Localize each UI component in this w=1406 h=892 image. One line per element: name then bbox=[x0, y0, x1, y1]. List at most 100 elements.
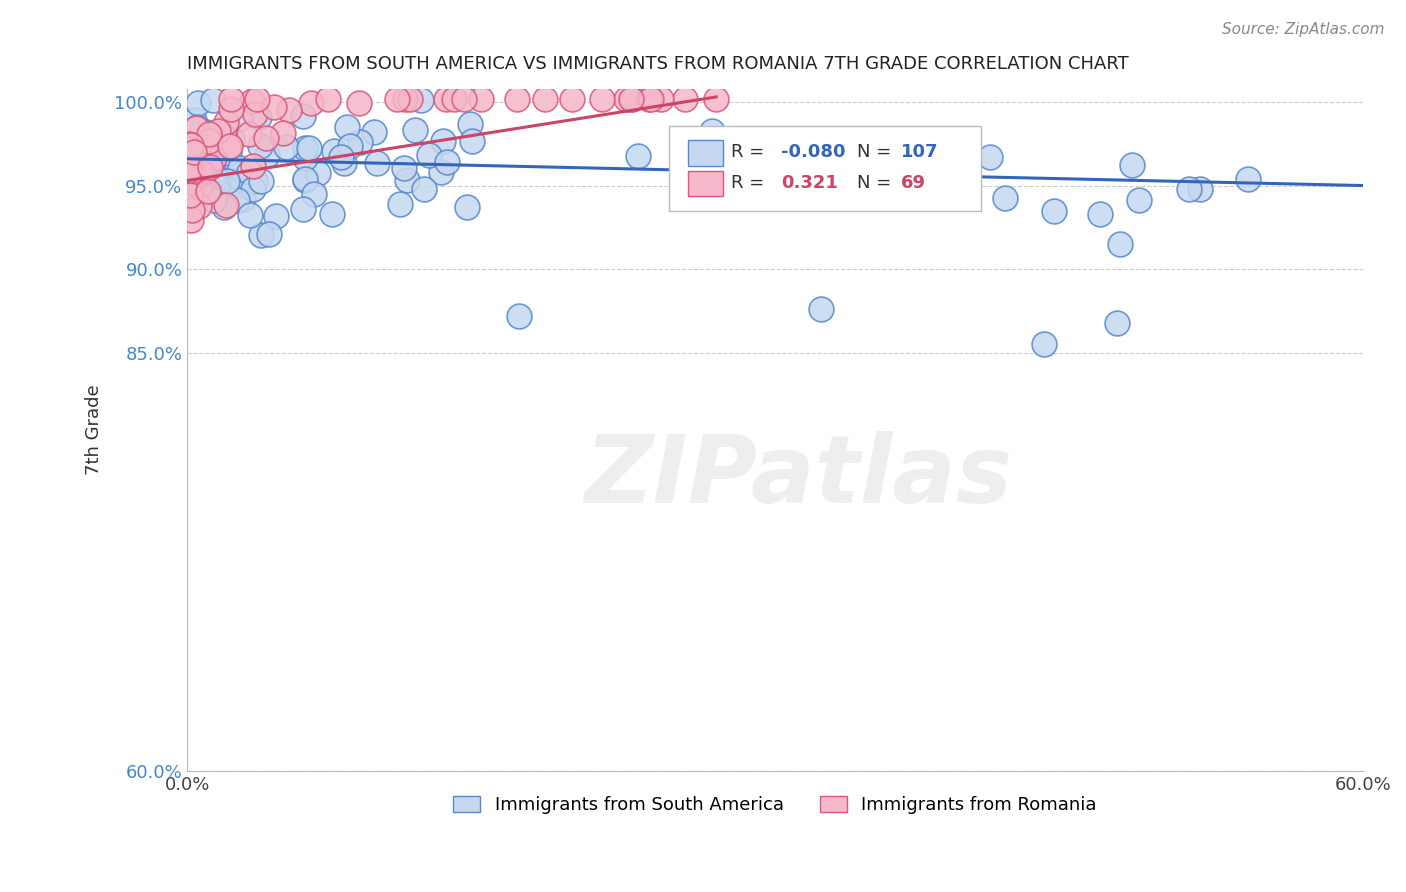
Point bbox=[245, 174, 267, 188]
Point bbox=[205, 170, 228, 185]
Point bbox=[1121, 158, 1143, 172]
Point bbox=[204, 153, 226, 167]
Point bbox=[202, 93, 225, 107]
Point bbox=[263, 100, 285, 114]
Point bbox=[198, 160, 221, 174]
Text: -0.080: -0.080 bbox=[780, 143, 845, 161]
Point bbox=[207, 192, 229, 206]
Point bbox=[193, 153, 215, 167]
Point bbox=[392, 161, 415, 175]
Point bbox=[766, 178, 789, 192]
Point bbox=[461, 134, 484, 148]
Point bbox=[614, 92, 637, 106]
Point bbox=[254, 131, 277, 145]
Text: R =: R = bbox=[731, 143, 770, 161]
Point bbox=[183, 145, 205, 160]
Point bbox=[432, 134, 454, 148]
Point bbox=[249, 139, 271, 153]
Point bbox=[215, 174, 238, 188]
Point bbox=[238, 128, 260, 142]
Point bbox=[198, 134, 221, 148]
Point bbox=[179, 175, 201, 189]
Point bbox=[181, 151, 204, 165]
Point bbox=[180, 189, 202, 203]
Point bbox=[316, 92, 339, 106]
Point bbox=[307, 166, 329, 180]
Text: Source: ZipAtlas.com: Source: ZipAtlas.com bbox=[1222, 22, 1385, 37]
Point bbox=[198, 127, 221, 141]
Point bbox=[506, 92, 529, 106]
Point bbox=[231, 172, 253, 186]
Point bbox=[180, 147, 202, 161]
Point bbox=[323, 145, 346, 159]
Point bbox=[453, 92, 475, 106]
Point bbox=[191, 166, 214, 180]
Point bbox=[186, 120, 208, 134]
Point bbox=[184, 120, 207, 135]
Point bbox=[208, 161, 231, 175]
Point bbox=[294, 172, 316, 186]
Point bbox=[179, 163, 201, 178]
Point bbox=[200, 151, 222, 165]
FancyBboxPatch shape bbox=[688, 140, 723, 166]
Point bbox=[294, 151, 316, 165]
Point bbox=[209, 147, 232, 161]
Point bbox=[197, 183, 219, 197]
Point bbox=[276, 139, 298, 153]
Point bbox=[704, 92, 727, 106]
Point bbox=[243, 107, 266, 121]
Point bbox=[187, 139, 209, 153]
Text: 107: 107 bbox=[901, 143, 938, 161]
Point bbox=[239, 208, 262, 222]
Text: ZIPatlas: ZIPatlas bbox=[585, 432, 1012, 524]
Point bbox=[188, 139, 211, 153]
Point bbox=[250, 228, 273, 243]
Text: N =: N = bbox=[858, 174, 897, 192]
Point bbox=[1128, 193, 1150, 207]
Point bbox=[207, 160, 229, 174]
Point bbox=[188, 199, 211, 213]
Point bbox=[321, 207, 343, 221]
Point bbox=[215, 115, 238, 129]
Point bbox=[292, 109, 315, 123]
Point bbox=[212, 200, 235, 214]
Point bbox=[218, 146, 240, 161]
Point bbox=[1189, 182, 1212, 196]
Point bbox=[591, 92, 613, 106]
Point bbox=[387, 92, 409, 106]
Point bbox=[1109, 236, 1132, 251]
Point bbox=[205, 183, 228, 197]
Point bbox=[232, 192, 254, 206]
Y-axis label: 7th Grade: 7th Grade bbox=[86, 384, 103, 475]
Point bbox=[271, 126, 294, 140]
Point bbox=[242, 160, 264, 174]
Text: 0.321: 0.321 bbox=[780, 174, 838, 192]
Point bbox=[700, 124, 723, 138]
Point bbox=[1178, 182, 1201, 196]
Point bbox=[1032, 337, 1054, 351]
Point bbox=[396, 172, 419, 186]
Point bbox=[218, 138, 240, 153]
Point bbox=[443, 92, 465, 106]
Point bbox=[200, 140, 222, 154]
Point bbox=[198, 172, 221, 186]
Point bbox=[190, 166, 212, 180]
Text: R =: R = bbox=[731, 174, 770, 192]
Point bbox=[349, 135, 371, 149]
Point bbox=[214, 144, 236, 158]
FancyBboxPatch shape bbox=[669, 126, 980, 211]
Point bbox=[239, 176, 262, 190]
Point bbox=[620, 92, 643, 106]
Point bbox=[333, 156, 356, 170]
Point bbox=[219, 92, 242, 106]
Text: N =: N = bbox=[858, 143, 897, 161]
Point bbox=[436, 154, 458, 169]
Point bbox=[299, 95, 322, 110]
Point bbox=[179, 159, 201, 173]
Point bbox=[853, 143, 876, 157]
Legend: Immigrants from South America, Immigrants from Romania: Immigrants from South America, Immigrant… bbox=[444, 787, 1105, 823]
Point bbox=[412, 182, 434, 196]
Point bbox=[394, 92, 416, 106]
Point bbox=[188, 165, 211, 179]
Point bbox=[404, 123, 426, 137]
